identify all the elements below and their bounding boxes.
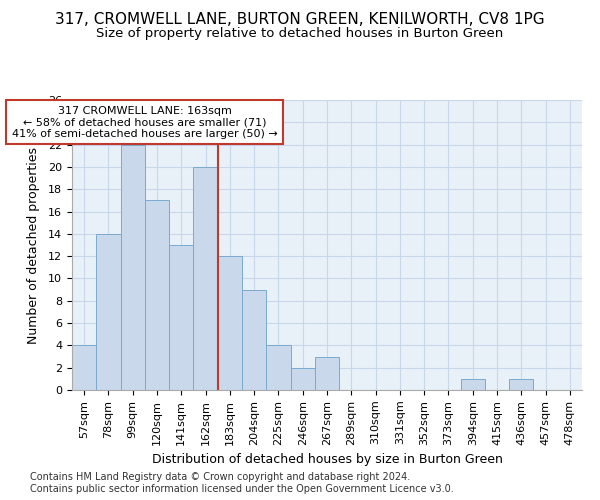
Text: Contains public sector information licensed under the Open Government Licence v3: Contains public sector information licen…	[30, 484, 454, 494]
Bar	[193, 167, 218, 390]
Bar	[290, 368, 315, 390]
X-axis label: Distribution of detached houses by size in Burton Green: Distribution of detached houses by size …	[152, 453, 502, 466]
Bar	[145, 200, 169, 390]
Bar	[218, 256, 242, 390]
Text: 317 CROMWELL LANE: 163sqm
← 58% of detached houses are smaller (71)
41% of semi-: 317 CROMWELL LANE: 163sqm ← 58% of detac…	[12, 106, 278, 139]
Text: Contains HM Land Registry data © Crown copyright and database right 2024.: Contains HM Land Registry data © Crown c…	[30, 472, 410, 482]
Text: 317, CROMWELL LANE, BURTON GREEN, KENILWORTH, CV8 1PG: 317, CROMWELL LANE, BURTON GREEN, KENILW…	[55, 12, 545, 28]
Bar	[509, 379, 533, 390]
Y-axis label: Number of detached properties: Number of detached properties	[26, 146, 40, 344]
Bar	[121, 144, 145, 390]
Text: Size of property relative to detached houses in Burton Green: Size of property relative to detached ho…	[97, 28, 503, 40]
Bar	[72, 346, 96, 390]
Bar	[96, 234, 121, 390]
Bar	[461, 379, 485, 390]
Bar	[169, 245, 193, 390]
Bar	[242, 290, 266, 390]
Bar	[315, 356, 339, 390]
Bar	[266, 346, 290, 390]
